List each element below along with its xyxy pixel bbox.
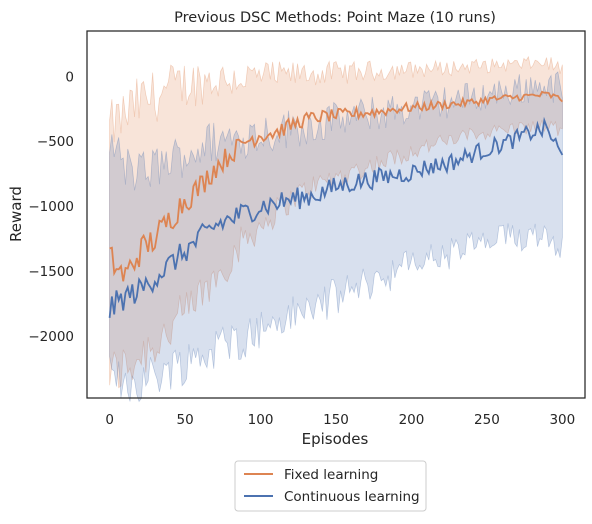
y-tick-label: −500 [37, 134, 74, 150]
chart-title: Previous DSC Methods: Point Maze (10 run… [174, 10, 496, 26]
line-continuous [108, 116, 564, 318]
x-tick-label: 50 [176, 412, 193, 428]
legend-box [234, 460, 427, 512]
y-tick-label: 0 [65, 69, 74, 85]
axes-frame [86, 30, 586, 399]
band-fixed [109, 55, 563, 389]
y-axis: 0 −500 −1000 −1500 −2000 [28, 69, 74, 344]
band-continuous [109, 71, 563, 403]
x-tick-label: 100 [248, 412, 274, 428]
x-axis-label: Episodes [302, 430, 369, 448]
legend-label-continuous: Continuous learning [284, 489, 420, 505]
x-tick-label: 150 [323, 412, 349, 428]
x-tick-label: 250 [474, 412, 500, 428]
y-tick-label: −1000 [28, 199, 74, 215]
line-fixed [109, 90, 564, 282]
x-axis: 0 50 100 150 200 250 300 [105, 412, 575, 428]
y-axis-label: Reward [7, 186, 25, 242]
x-tick-label: 200 [399, 412, 425, 428]
legend: Fixed learning Continuous learning [234, 460, 427, 512]
x-tick-label: 0 [105, 412, 114, 428]
y-tick-label: −2000 [28, 329, 74, 345]
y-tick-label: −1500 [28, 264, 74, 280]
plot-area [108, 55, 564, 403]
legend-label-fixed: Fixed learning [284, 467, 378, 483]
x-tick-label: 300 [549, 412, 575, 428]
